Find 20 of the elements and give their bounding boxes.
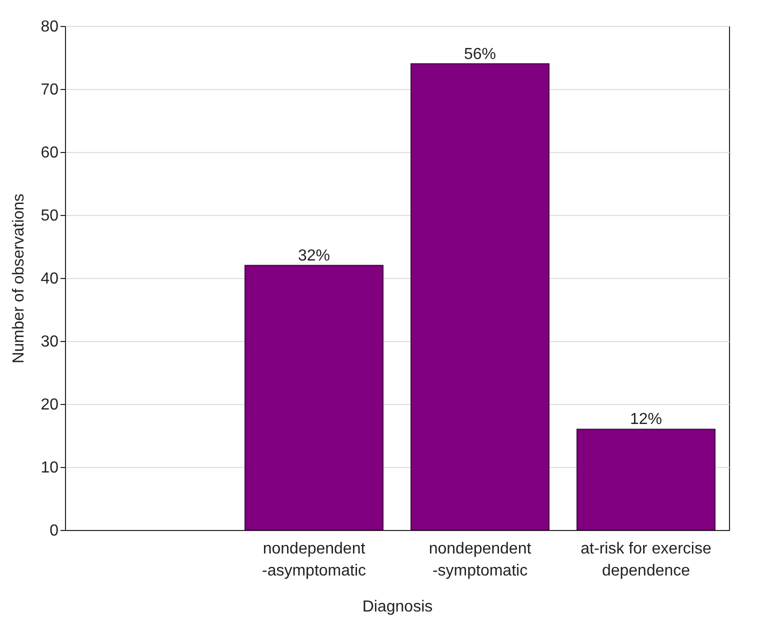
y-tick-label: 30 [40,334,59,350]
annotation: 12% [630,411,662,428]
x-tick-label: nondependent -symptomatic [428,540,532,580]
x-axis-title: Diagnosis [362,598,433,616]
y-tick-label: 10 [40,460,59,476]
y-tick-label: 60 [40,144,59,162]
y-tick-label: 0 [50,522,59,540]
bar [410,63,550,530]
bar [576,428,716,530]
annotation: 32% [298,247,330,264]
y-tick-label: 20 [40,396,59,414]
bar [244,264,384,530]
y-tick-label: 50 [40,208,59,224]
y-tick-label: 80 [40,18,59,36]
annotation: 56% [464,46,496,63]
y-axis-title: Number of observations [10,194,28,364]
y-tick-label: 70 [40,82,59,98]
y-tick-label: 40 [40,270,59,288]
x-tick-label: at-risk for exercise dependence [580,540,712,580]
x-tick-label: nondependent -asymptomatic [262,540,366,580]
